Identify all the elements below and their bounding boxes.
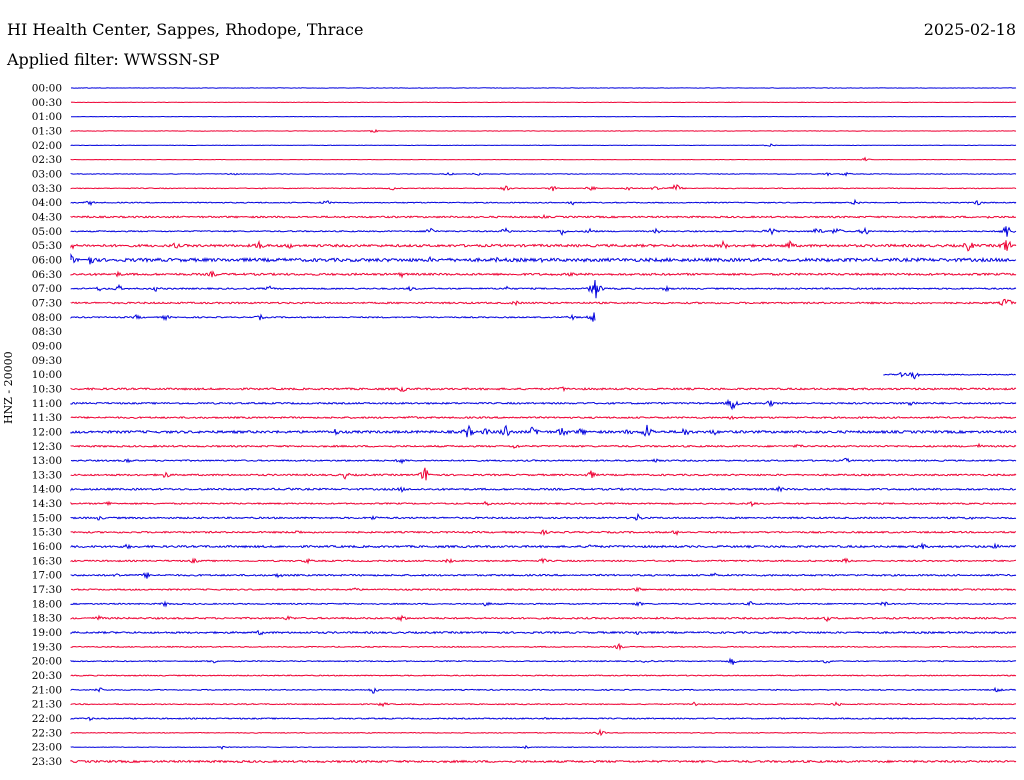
time-tick-label: 02:00 (32, 140, 62, 152)
time-tick-label: 08:30 (32, 326, 62, 338)
trace-1230 (70, 442, 1017, 449)
trace-1930 (70, 642, 1017, 651)
time-tick-label: 03:00 (32, 168, 62, 180)
time-tick-label: 16:00 (32, 541, 62, 553)
trace-1000 (883, 371, 1016, 380)
trace-0700 (70, 279, 1017, 299)
trace-0500 (70, 226, 1017, 237)
time-tick-label: 23:00 (32, 742, 62, 754)
trace-0400 (70, 198, 1017, 207)
trace-1500 (70, 512, 1017, 521)
trace-1330 (70, 467, 1017, 481)
trace-1830 (70, 614, 1017, 623)
time-tick-label: 07:00 (32, 283, 62, 295)
time-tick-label: 13:00 (32, 455, 62, 467)
trace-0630 (70, 270, 1017, 279)
trace-2100 (70, 686, 1017, 694)
trace-1300 (70, 457, 1017, 465)
time-tick-label: 11:30 (32, 412, 62, 424)
seismic-traces (70, 87, 1017, 764)
time-tick-label: 14:30 (32, 498, 62, 510)
trace-0130 (70, 128, 1017, 133)
time-tick-label: 22:00 (32, 713, 62, 725)
trace-1430 (70, 500, 1017, 508)
station-title: HI Health Center, Sappes, Rhodope, Thrac… (7, 20, 364, 39)
time-tick-label: 13:30 (32, 469, 62, 481)
trace-0200 (70, 143, 1017, 147)
time-tick-label: 06:00 (32, 254, 62, 266)
time-tick-label: 04:00 (32, 197, 62, 209)
trace-2300 (70, 745, 1017, 750)
trace-0530 (70, 239, 1017, 252)
time-tick-label: 12:30 (32, 441, 62, 453)
trace-2030 (70, 674, 1017, 677)
time-tick-label: 09:00 (32, 340, 62, 352)
trace-1800 (70, 600, 1017, 608)
time-tick-label: 10:30 (32, 383, 62, 395)
trace-0730 (70, 298, 1017, 307)
time-tick-label: 05:30 (32, 240, 62, 252)
time-tick-label: 20:00 (32, 656, 62, 668)
trace-2000 (70, 657, 1017, 665)
time-tick-label: 14:00 (32, 484, 62, 496)
time-tick-label: 21:00 (32, 684, 62, 696)
time-tick-label: 00:00 (32, 83, 62, 95)
trace-1630 (70, 557, 1017, 565)
trace-2330 (70, 759, 1017, 764)
time-tick-label: 20:30 (32, 670, 62, 682)
trace-1100 (70, 398, 1017, 411)
time-tick-label: 01:30 (32, 125, 62, 137)
time-tick-label: 06:30 (32, 269, 62, 281)
trace-1730 (70, 586, 1017, 593)
time-tick-labels: 00:00 00:30 01:00 01:30 02:00 02:30 03:00 03:30… (32, 83, 62, 769)
time-tick-label: 00:30 (32, 97, 62, 109)
trace-0800 (70, 312, 596, 322)
trace-2230 (70, 728, 1017, 737)
trace-1530 (70, 529, 1017, 537)
trace-1030 (70, 386, 1017, 393)
time-tick-label: 22:30 (32, 727, 62, 739)
time-tick-label: 17:00 (32, 570, 62, 582)
time-tick-label: 19:00 (32, 627, 62, 639)
trace-0300 (70, 171, 1017, 177)
time-tick-label: 19:30 (32, 641, 62, 653)
trace-2200 (70, 716, 1017, 722)
time-tick-label: 09:30 (32, 355, 62, 367)
time-tick-label: 17:30 (32, 584, 62, 596)
time-tick-label: 15:00 (32, 512, 62, 524)
trace-2130 (70, 701, 1016, 708)
trace-1900 (70, 629, 1017, 636)
trace-1130 (70, 415, 1017, 421)
time-tick-label: 18:00 (32, 598, 62, 610)
time-tick-label: 01:00 (32, 111, 62, 123)
time-tick-label: 04:30 (32, 211, 62, 223)
time-tick-label: 12:00 (32, 426, 62, 438)
trace-0330 (70, 184, 1017, 192)
filter-label: Applied filter: WWSSN-SP (7, 50, 220, 69)
trace-0600 (70, 252, 1017, 265)
time-tick-label: 11:00 (32, 398, 62, 410)
trace-1600 (70, 542, 1017, 550)
time-tick-label: 07:30 (32, 297, 62, 309)
time-tick-label: 02:30 (32, 154, 62, 166)
time-tick-label: 23:30 (32, 756, 62, 768)
trace-0230 (70, 156, 1017, 162)
time-tick-label: 10:00 (32, 369, 62, 381)
time-tick-label: 18:30 (32, 613, 62, 625)
time-tick-label: 16:30 (32, 555, 62, 567)
trace-1700 (70, 572, 1017, 579)
time-tick-label: 05:00 (32, 226, 62, 238)
date-label: 2025-02-18 (923, 20, 1016, 39)
time-tick-label: 03:30 (32, 183, 62, 195)
trace-0430 (70, 213, 1016, 219)
trace-1200 (70, 424, 1017, 438)
time-tick-label: 15:30 (32, 527, 62, 539)
time-tick-label: 21:30 (32, 699, 62, 711)
time-tick-label: 08:00 (32, 312, 62, 324)
trace-1400 (70, 485, 1016, 493)
